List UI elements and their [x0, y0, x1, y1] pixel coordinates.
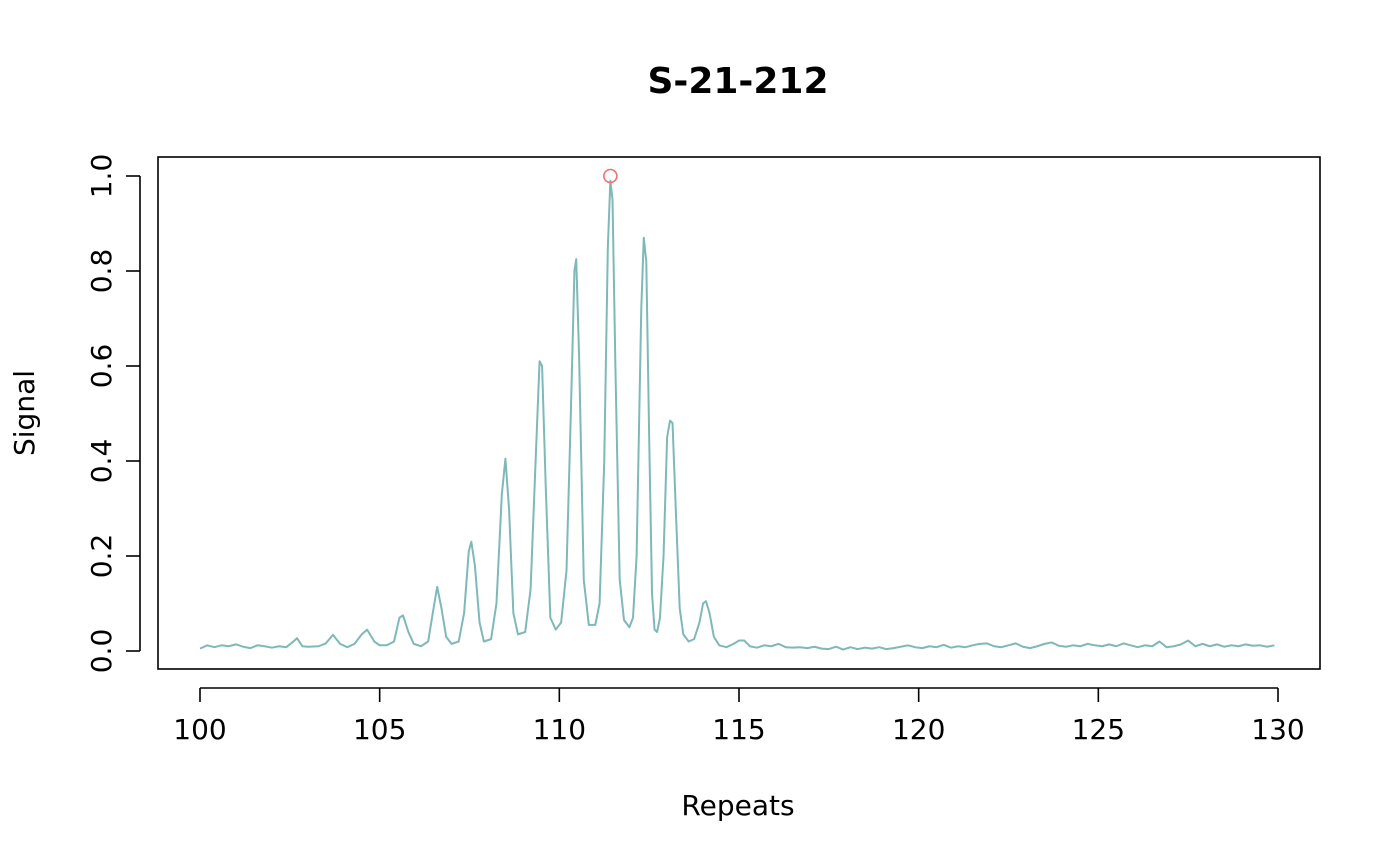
- y-axis-label: Signal: [8, 370, 41, 456]
- y-tick-label: 1.0: [85, 154, 118, 199]
- x-tick-label: 100: [173, 713, 226, 746]
- y-tick-label: 0.2: [85, 534, 118, 579]
- y-axis: 0.0 0.2 0.4 0.6 0.8 1.0: [85, 154, 141, 674]
- modal-peak-marker: [603, 168, 618, 184]
- x-tick-label: 105: [353, 713, 406, 746]
- x-axis: 100 105 110 115 120 125 130: [173, 687, 1305, 746]
- x-tick-label: 125: [1072, 713, 1125, 746]
- x-tick-label: 130: [1251, 713, 1304, 746]
- x-axis-label: Repeats: [681, 789, 794, 822]
- x-tick-label: 115: [712, 713, 765, 746]
- y-tick-label: 0.0: [85, 629, 118, 674]
- y-tick-label: 0.6: [85, 344, 118, 389]
- chart-title: S-21-212: [647, 61, 828, 102]
- x-tick-label: 110: [533, 713, 586, 746]
- plot-frame: [157, 156, 1321, 670]
- x-tick-label: 120: [892, 713, 945, 746]
- signal-line: [199, 179, 1275, 651]
- y-tick-label: 0.8: [85, 249, 118, 294]
- y-tick-label: 0.4: [85, 439, 118, 484]
- plot-area: [199, 168, 1275, 651]
